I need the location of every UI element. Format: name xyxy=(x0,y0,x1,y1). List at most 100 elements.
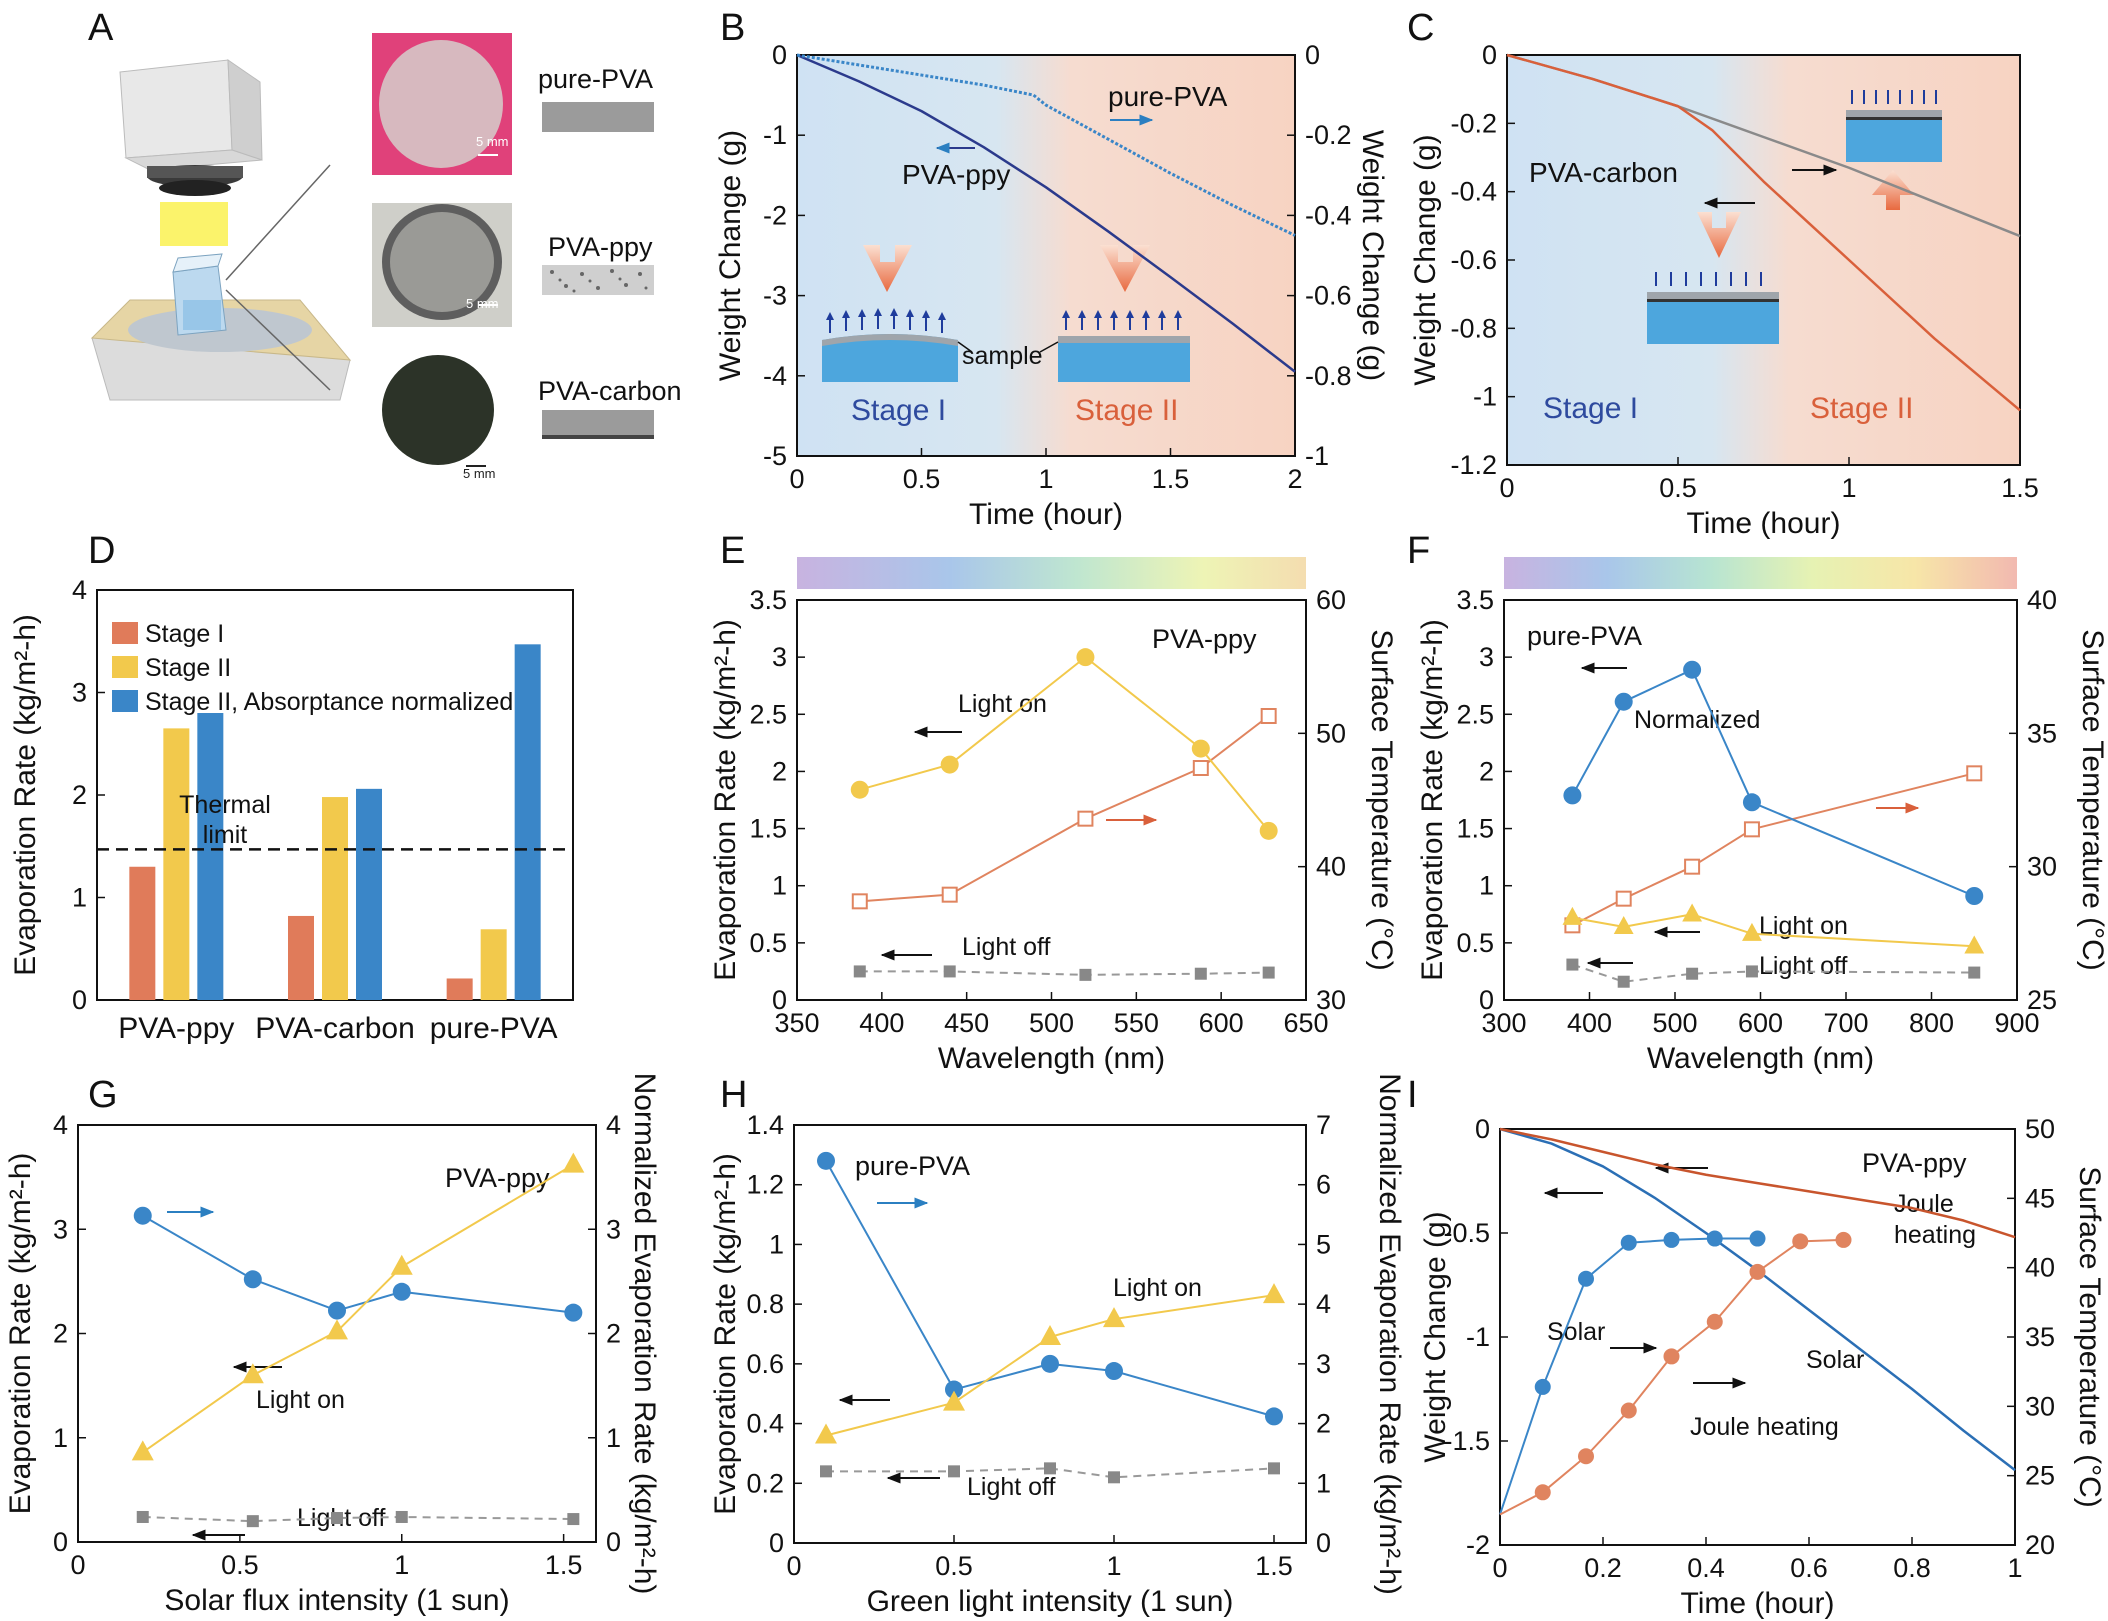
y2-tick-label: 0 xyxy=(1305,40,1320,70)
y2-tick-label: -0.4 xyxy=(1305,200,1352,230)
scale-bar-label: 5 mm xyxy=(476,134,509,149)
normalized-marker xyxy=(1965,887,1984,905)
solar-temperature-line xyxy=(1499,1237,1758,1515)
normalized-marker xyxy=(328,1301,346,1320)
y-axis-label: Evaporation Rate (kg/m²-h) xyxy=(4,1153,37,1515)
normalized-marker xyxy=(564,1303,583,1322)
legend-label: Stage II xyxy=(145,654,231,682)
y-tick-label: -2 xyxy=(1466,1530,1490,1560)
light-on-label: Light on xyxy=(1113,1274,1202,1302)
x-tick-label: 700 xyxy=(1823,1008,1868,1038)
panel-title: PVA-ppy xyxy=(1152,624,1257,654)
light-off-line xyxy=(859,970,1269,976)
y-tick-label: -1 xyxy=(1466,1322,1490,1352)
legend-swatch xyxy=(112,656,138,678)
y2-tick-label: 40 xyxy=(2025,1253,2055,1283)
y-tick-label: 0.6 xyxy=(746,1349,784,1379)
y-tick-label: 1 xyxy=(1479,871,1494,901)
light-off-marker xyxy=(820,1465,832,1478)
light-off-marker xyxy=(1108,1471,1120,1484)
y-tick-label: 0 xyxy=(772,40,787,70)
lamp-illustration xyxy=(119,59,263,246)
light-off-marker xyxy=(246,1515,259,1528)
y-tick-label: -4 xyxy=(763,361,787,391)
temperature-marker xyxy=(1684,858,1701,875)
panel-d-label: D xyxy=(88,530,115,572)
chart-f-plot: 300 400 500 600 700 800 900 0 0.5 1 1.5 2 2.5 3 3.5 25 3… xyxy=(1416,585,2108,1075)
x-tick-label: 1 xyxy=(1106,1551,1121,1581)
light-off-label: Light off xyxy=(962,933,1051,961)
light-on-marker xyxy=(940,755,959,774)
x-tick-label: 1.5 xyxy=(1255,1551,1293,1581)
y-tick-label: -1 xyxy=(763,120,787,150)
y2-tick-label: 45 xyxy=(2025,1183,2055,1213)
y2-tick-label: 60 xyxy=(1316,585,1346,615)
y2-tick-label: -0.2 xyxy=(1305,120,1352,150)
light-off-marker xyxy=(1268,1462,1280,1475)
panel-h-label: H xyxy=(720,1074,747,1116)
x-tick-label: 0.5 xyxy=(221,1550,259,1580)
joule-temperature-line xyxy=(1499,1238,1844,1516)
bar xyxy=(288,915,314,1000)
axes-frame xyxy=(796,599,1307,1001)
y-tick-label: 1 xyxy=(53,1423,68,1453)
chart-b-plot: 0 0.5 1 1.5 20-1-2-3-4-50-0.2-0.4-0.6-0.8-1T… xyxy=(714,40,1389,531)
y2-axis-label: Surface Temperature (°C) xyxy=(2076,629,2108,971)
light-on-line xyxy=(142,1163,574,1454)
joule-temperature-marker xyxy=(1620,1402,1637,1419)
x-tick-label: 500 xyxy=(1652,1008,1697,1038)
thermal-limit-label: Thermal xyxy=(179,791,271,819)
y2-axis-label: Surface Temperature (°C) xyxy=(1365,629,1398,971)
x-axis-label: Solar flux intensity (1 sun) xyxy=(164,1584,509,1617)
panel-b: B xyxy=(714,7,1389,531)
top-inset xyxy=(1846,90,1942,210)
x-tick-label: 0.5 xyxy=(935,1551,973,1581)
joule-temperature-marker xyxy=(1534,1484,1551,1501)
bar xyxy=(163,728,190,1000)
series-label-pure-pva: pure-PVA xyxy=(1108,81,1228,112)
y-tick-label: 0 xyxy=(1482,40,1497,70)
y-tick-label: 2 xyxy=(1479,756,1494,786)
y-tick-label: 3.5 xyxy=(749,585,787,615)
y2-tick-label: 35 xyxy=(2027,718,2057,748)
panel-e-label: E xyxy=(720,530,745,572)
normalized-marker xyxy=(133,1206,152,1225)
light-on-marker xyxy=(815,1423,837,1444)
y2-tick-label: 35 xyxy=(2025,1322,2055,1352)
normalized-label: Normalized xyxy=(1634,706,1760,734)
x-tick-label: 0 xyxy=(70,1550,85,1580)
light-off-marker xyxy=(1079,968,1092,981)
y2-tick-label: 6 xyxy=(1316,1170,1331,1200)
light-on-marker xyxy=(390,1254,413,1275)
x-tick-label: 900 xyxy=(1994,1008,2039,1038)
joule-heating-label: Joule heating xyxy=(1690,1413,1839,1441)
series-line-pva-ppy xyxy=(796,53,1296,373)
temperature-marker xyxy=(851,893,868,910)
y2-tick-label: 50 xyxy=(2025,1114,2055,1144)
x-tick-label: 1.5 xyxy=(545,1550,583,1580)
joule-temperature-marker xyxy=(1792,1233,1809,1250)
y-tick-label: -1 xyxy=(1473,382,1497,412)
chart-e-plot: 350 400 450 500 550 600 650 0 0.5 1 1.5 2 2.5 3 3.5 30 4… xyxy=(709,585,1398,1075)
light-off-label: Light off xyxy=(967,1473,1056,1501)
x-tick-label: 1.5 xyxy=(2001,473,2039,503)
y-tick-label: 1.5 xyxy=(749,814,787,844)
light-off-marker xyxy=(1617,975,1630,988)
y-axis-label: Evaporation Rate (kg/m²-h) xyxy=(709,1153,742,1515)
joule-temperature-marker xyxy=(1663,1348,1680,1365)
y-tick-label: 3 xyxy=(1479,642,1494,672)
x-tick-label: 1.5 xyxy=(1152,464,1190,494)
x-tick-label: 1 xyxy=(1038,464,1053,494)
normalized-marker xyxy=(1265,1407,1283,1426)
y2-tick-label: -0.8 xyxy=(1305,361,1352,391)
bar xyxy=(446,978,473,1000)
y-tick-label: 4 xyxy=(72,575,87,605)
bar xyxy=(514,644,541,1000)
joule-label: Joule xyxy=(1894,1190,1954,1218)
y2-tick-label: 40 xyxy=(2027,585,2057,615)
light-on-marker xyxy=(1103,1307,1125,1328)
y-tick-label: 0.8 xyxy=(746,1289,784,1319)
y-tick-label: -0.5 xyxy=(1443,1218,1490,1248)
spectrum-bar xyxy=(797,557,1306,589)
y-axis-label: Weight Change (g) xyxy=(1409,134,1442,385)
